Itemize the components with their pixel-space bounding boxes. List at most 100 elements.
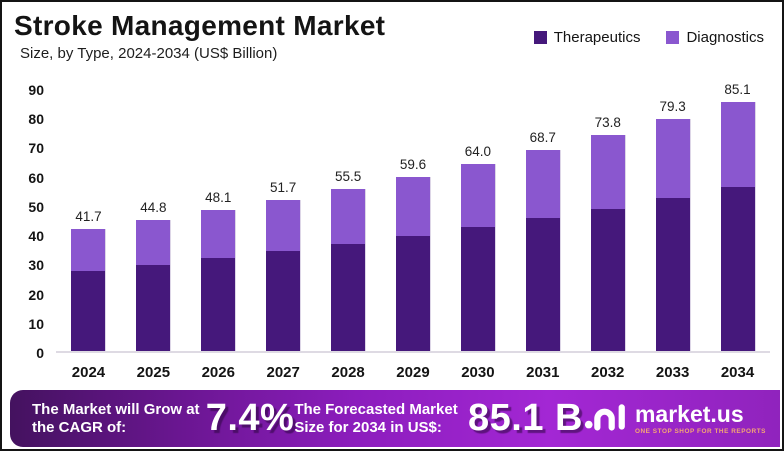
bar-group-2034: 85.1 2034 [720, 82, 755, 381]
bar-segment-diagnostics [201, 210, 236, 259]
stacked-bar [655, 119, 690, 351]
bar-group-2025: 44.8 2025 [136, 90, 171, 381]
x-axis-label: 2025 [136, 364, 171, 381]
chart-legend: Therapeutics Diagnostics [533, 29, 764, 46]
x-axis-label: 2032 [591, 364, 625, 381]
bar-group-2026: 48.1 2026 [201, 90, 236, 381]
bar-group-2024: 41.7 2024 [71, 90, 106, 381]
bar-segment-therapeutics [136, 264, 171, 351]
bar-segment-therapeutics [331, 243, 366, 351]
bar-segment-diagnostics [590, 135, 625, 209]
x-axis-label: 2031 [526, 364, 560, 381]
stacked-bar [395, 176, 430, 351]
brand-tagline: ONE STOP SHOP FOR THE REPORTS [634, 427, 766, 435]
bar-segment-therapeutics [460, 227, 495, 351]
y-axis-tick-label: 80 [28, 111, 44, 128]
y-axis-tick-label: 0 [36, 345, 44, 361]
bar-segment-diagnostics [136, 220, 171, 265]
y-axis-tick-label: 20 [28, 286, 44, 303]
legend-item-diagnostics: Diagnostics [666, 29, 764, 46]
x-axis-label: 2026 [201, 364, 235, 381]
stacked-bar [331, 188, 366, 351]
bar-segment-therapeutics [71, 270, 106, 351]
cagr-value: 7.4% [205, 397, 295, 439]
stacked-bar [525, 150, 560, 351]
bar-group-2029: 59.6 2029 [395, 90, 430, 381]
bar-segment-diagnostics [395, 176, 430, 236]
x-axis-label: 2027 [266, 364, 300, 381]
bar-segment-diagnostics [331, 188, 366, 244]
x-axis-label: 2034 [720, 364, 755, 381]
bar-total-label: 73.8 [594, 115, 621, 131]
legend-label: Diagnostics [686, 29, 764, 46]
bar-segment-therapeutics [201, 258, 236, 351]
bar-segment-therapeutics [266, 251, 301, 351]
bar-total-label: 41.7 [75, 209, 102, 225]
bar-segment-diagnostics [720, 102, 755, 187]
y-axis-tick-label: 40 [28, 228, 44, 245]
bar-total-label: 44.8 [140, 200, 167, 216]
bar-segment-therapeutics [655, 197, 690, 351]
y-axis-tick-label: 90 [28, 82, 44, 98]
stacked-bar [201, 210, 236, 351]
stacked-bar [136, 220, 171, 351]
y-axis-tick-label: 60 [28, 169, 44, 186]
brand-text: market.us ONE STOP SHOP FOR THE REPORTS [634, 400, 766, 435]
bar-segment-diagnostics [525, 150, 560, 219]
y-axis-tick-label: 30 [28, 257, 44, 274]
page-title: Stroke Management Market [14, 10, 386, 41]
y-axis-tick-label: 50 [28, 198, 44, 215]
bar-segment-therapeutics [720, 186, 755, 351]
legend-label: Therapeutics [553, 29, 641, 46]
bar-total-label: 79.3 [659, 99, 686, 115]
bar-total-label: 59.6 [399, 156, 427, 172]
marketus-logo-icon [583, 400, 627, 437]
legend-swatch-icon [666, 31, 680, 44]
bar-total-label: 85.1 [724, 82, 751, 98]
bar-segment-diagnostics [460, 163, 495, 228]
y-axis-tick-label: 10 [28, 315, 44, 332]
stacked-bar [266, 199, 301, 351]
legend-item-therapeutics: Therapeutics [533, 29, 641, 46]
x-axis-label: 2028 [331, 364, 365, 381]
stacked-bar [720, 102, 755, 351]
bar-segment-diagnostics [266, 199, 301, 252]
bar-total-label: 51.7 [270, 179, 297, 195]
y-axis: 0 10 20 30 40 50 60 70 80 90 [16, 82, 52, 361]
bar-total-label: 48.1 [205, 190, 232, 206]
brand-name: market.us [634, 400, 744, 427]
bar-segment-diagnostics [71, 229, 106, 271]
bar-group-2027: 51.7 2027 [266, 90, 301, 381]
bar-segment-therapeutics [395, 235, 430, 351]
bar-group-2028: 55.5 2028 [331, 90, 366, 381]
x-axis-label: 2033 [655, 364, 690, 381]
bar-total-label: 68.7 [529, 130, 556, 146]
stacked-bar-chart: 0 10 20 30 40 50 60 70 80 90 41.7 2024 44.8 2025 48.1… [16, 82, 772, 385]
footer-banner: The Market will Grow at the CAGR of: 7.4… [10, 390, 780, 447]
stacked-bar [590, 135, 625, 351]
stacked-bar [460, 163, 495, 351]
bar-total-label: 64.0 [464, 143, 492, 159]
bar-total-label: 55.5 [334, 168, 362, 184]
cagr-label: The Market will Grow at the CAGR of: [32, 400, 200, 436]
bar-segment-therapeutics [590, 208, 625, 351]
forecast-value: 85.1 B [468, 397, 583, 439]
legend-swatch-icon [533, 31, 547, 44]
x-axis-label: 2030 [461, 364, 495, 381]
brand-block: market.us ONE STOP SHOP FOR THE REPORTS [583, 400, 766, 437]
bar-segment-therapeutics [525, 218, 560, 351]
chart-header: Stroke Management Market Size, by Type, … [14, 10, 385, 62]
forecast-label: The Forecasted Market Size for 2034 in U… [294, 400, 458, 436]
stacked-bar [71, 229, 106, 351]
bar-group-2030: 64.0 2030 [460, 90, 495, 381]
bar-group-2033: 79.3 2033 [655, 90, 690, 381]
page-subtitle: Size, by Type, 2024-2034 (US$ Billion) [20, 45, 278, 62]
bar-group-2032: 73.8 2032 [590, 90, 625, 381]
x-axis-label: 2024 [71, 364, 106, 381]
y-axis-tick-label: 70 [28, 140, 44, 157]
x-axis-label: 2029 [396, 364, 430, 381]
bar-group-2031: 68.7 2031 [525, 90, 560, 381]
bar-segment-diagnostics [655, 119, 690, 198]
plot-area: 41.7 2024 44.8 2025 48.1 2026 51.7 2027 55.5 2028… [56, 82, 770, 381]
